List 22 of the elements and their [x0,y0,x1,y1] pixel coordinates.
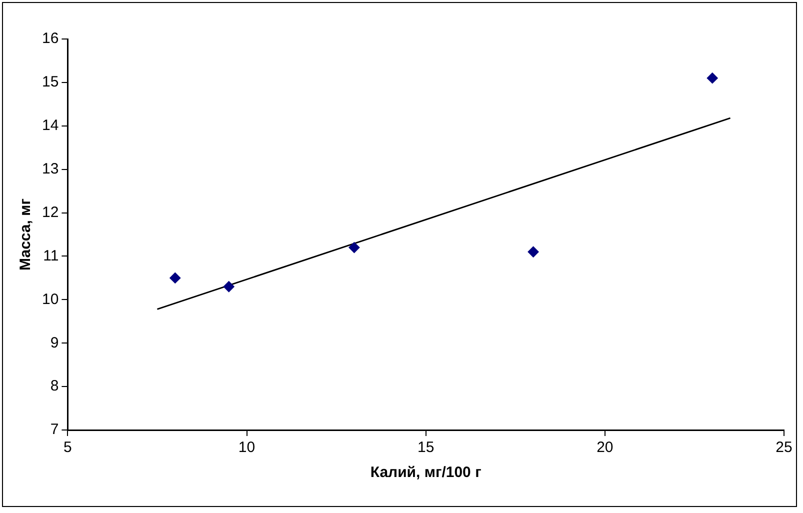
y-tick-label: 13 [42,160,59,178]
y-tick-label: 12 [42,204,59,221]
y-tick-label: 15 [42,74,59,91]
y-axis-title: Масса, мг [17,198,34,270]
y-tick-label: 11 [43,247,59,264]
point [706,72,718,84]
y-tick-label: 16 [42,30,59,48]
y-tick-label: 7 [50,421,59,438]
point [348,242,360,254]
y-tick-label: 10 [42,290,59,308]
x-tick-label: 20 [596,439,614,456]
point [170,272,181,284]
x-axis-title: Калий, мг/100 г [370,464,482,482]
y-tick-label: 8 [50,378,59,395]
point [528,246,539,258]
y-tick-label: 9 [50,334,59,352]
x-tick-label: 25 [776,439,792,456]
y-tick-label: 14 [42,117,59,134]
x-tick-label: 5 [64,439,72,456]
x-tick-label: 15 [418,439,434,456]
x-tick-label: 10 [238,439,256,456]
point [223,281,234,292]
